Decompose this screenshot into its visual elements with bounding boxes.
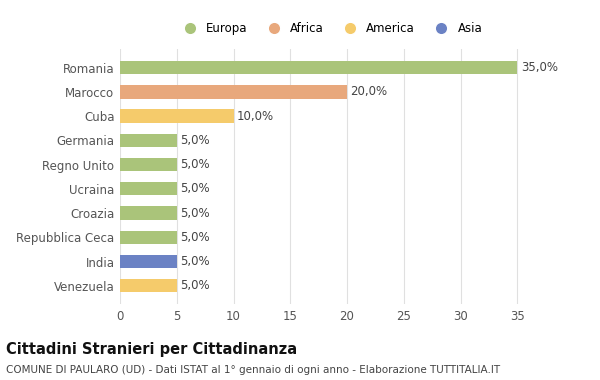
- Text: 10,0%: 10,0%: [237, 109, 274, 123]
- Bar: [120, 231, 177, 244]
- Legend: Europa, Africa, America, Asia: Europa, Africa, America, Asia: [173, 17, 487, 40]
- Text: 5,0%: 5,0%: [180, 182, 210, 195]
- Bar: [120, 158, 177, 171]
- Bar: [120, 279, 177, 293]
- Text: Cittadini Stranieri per Cittadinanza: Cittadini Stranieri per Cittadinanza: [6, 342, 297, 357]
- Text: 5,0%: 5,0%: [180, 207, 210, 220]
- Text: 5,0%: 5,0%: [180, 279, 210, 292]
- Text: COMUNE DI PAULARO (UD) - Dati ISTAT al 1° gennaio di ogni anno - Elaborazione TU: COMUNE DI PAULARO (UD) - Dati ISTAT al 1…: [6, 365, 500, 375]
- Bar: [120, 85, 347, 98]
- Bar: [120, 206, 177, 220]
- Text: 5,0%: 5,0%: [180, 255, 210, 268]
- Bar: [120, 255, 177, 268]
- Text: 5,0%: 5,0%: [180, 134, 210, 147]
- Bar: [120, 182, 177, 195]
- Bar: [120, 61, 517, 74]
- Text: 5,0%: 5,0%: [180, 158, 210, 171]
- Text: 35,0%: 35,0%: [521, 61, 558, 74]
- Bar: [120, 109, 233, 123]
- Text: 5,0%: 5,0%: [180, 231, 210, 244]
- Bar: [120, 134, 177, 147]
- Text: 20,0%: 20,0%: [350, 86, 388, 98]
